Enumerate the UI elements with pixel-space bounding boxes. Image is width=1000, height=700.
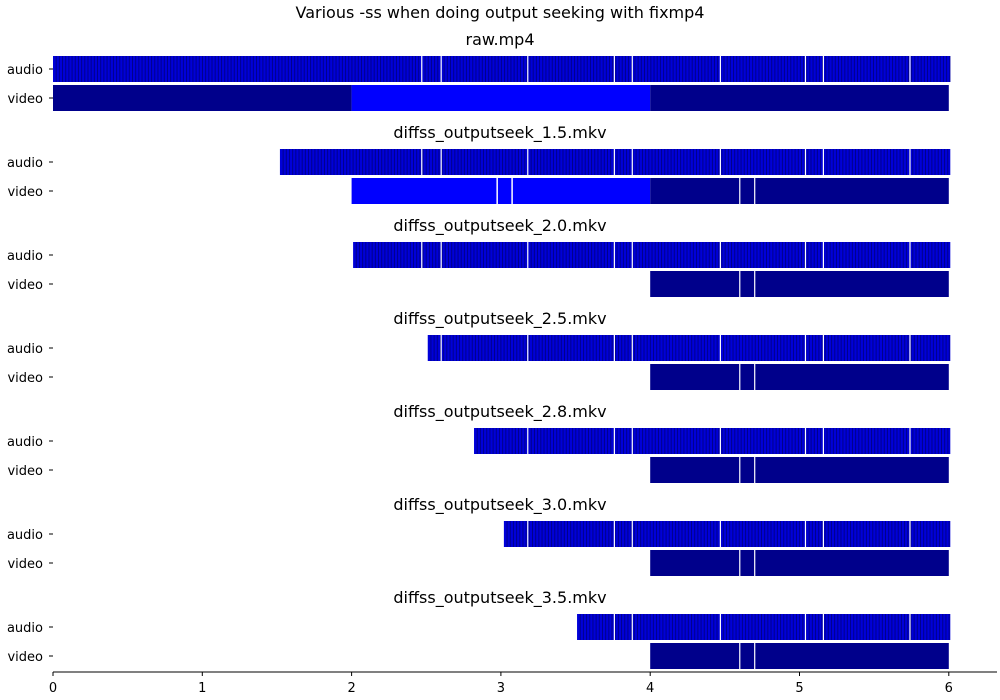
audio-bar [279,149,951,175]
panel-title: raw.mp4 [465,30,534,49]
panels: raw.mp4audiovideodiffss_outputseek_1.5.m… [7,30,951,669]
panel-title: diffss_outputseek_1.5.mkv [393,123,606,143]
panel-title: diffss_outputseek_2.5.mkv [393,309,606,329]
row-label: audio [7,528,43,543]
audio-packets [282,149,949,175]
x-tick-label: 4 [646,681,654,696]
video-segment [53,85,352,111]
audio-packets [355,242,949,268]
panel-title: diffss_outputseek_3.0.mkv [393,495,606,515]
audio-packets [506,521,950,547]
row-label: audio [7,435,43,450]
row-label: video [7,92,43,107]
row-label: video [7,650,43,665]
row-label: video [7,185,43,200]
x-tick-label: 0 [49,681,57,696]
chart-title: Various -ss when doing output seeking wi… [296,3,705,22]
video-segment [497,178,512,204]
video-segment [650,364,949,390]
audio-packets [476,428,949,454]
x-tick-label: 1 [198,681,206,696]
row-label: audio [7,621,43,636]
panel-title: diffss_outputseek_2.8.mkv [393,402,606,422]
x-tick-label: 6 [945,681,953,696]
video-segment [512,178,651,204]
row-label: video [7,557,43,572]
row-label: audio [7,156,43,171]
video-segment [650,550,949,576]
video-segment [650,85,949,111]
x-axis: 0 1 2 3 4 5 6 [49,671,997,696]
audio-bar [577,614,951,640]
audio-packets [55,56,951,82]
video-segment [650,178,949,204]
video-segment [650,643,949,669]
row-label: video [7,371,43,386]
video-segment [650,271,949,297]
panel: raw.mp4 audio video [7,30,951,111]
audio-packets [579,614,950,640]
audio-bar [427,335,951,361]
row-label: video [7,464,43,479]
x-tick-label: 5 [795,681,803,696]
row-label: video [7,278,43,293]
panel-title: diffss_outputseek_3.5.mkv [393,588,606,608]
audio-packets [430,335,950,361]
video-segment [351,85,651,111]
video-segment [650,457,949,483]
row-label: audio [7,342,43,357]
video-segment [351,178,497,204]
row-label: audio [7,63,43,78]
x-tick-label: 2 [347,681,355,696]
x-tick-label: 3 [497,681,505,696]
panel-title: diffss_outputseek_2.0.mkv [393,216,606,236]
row-label: audio [7,249,43,264]
